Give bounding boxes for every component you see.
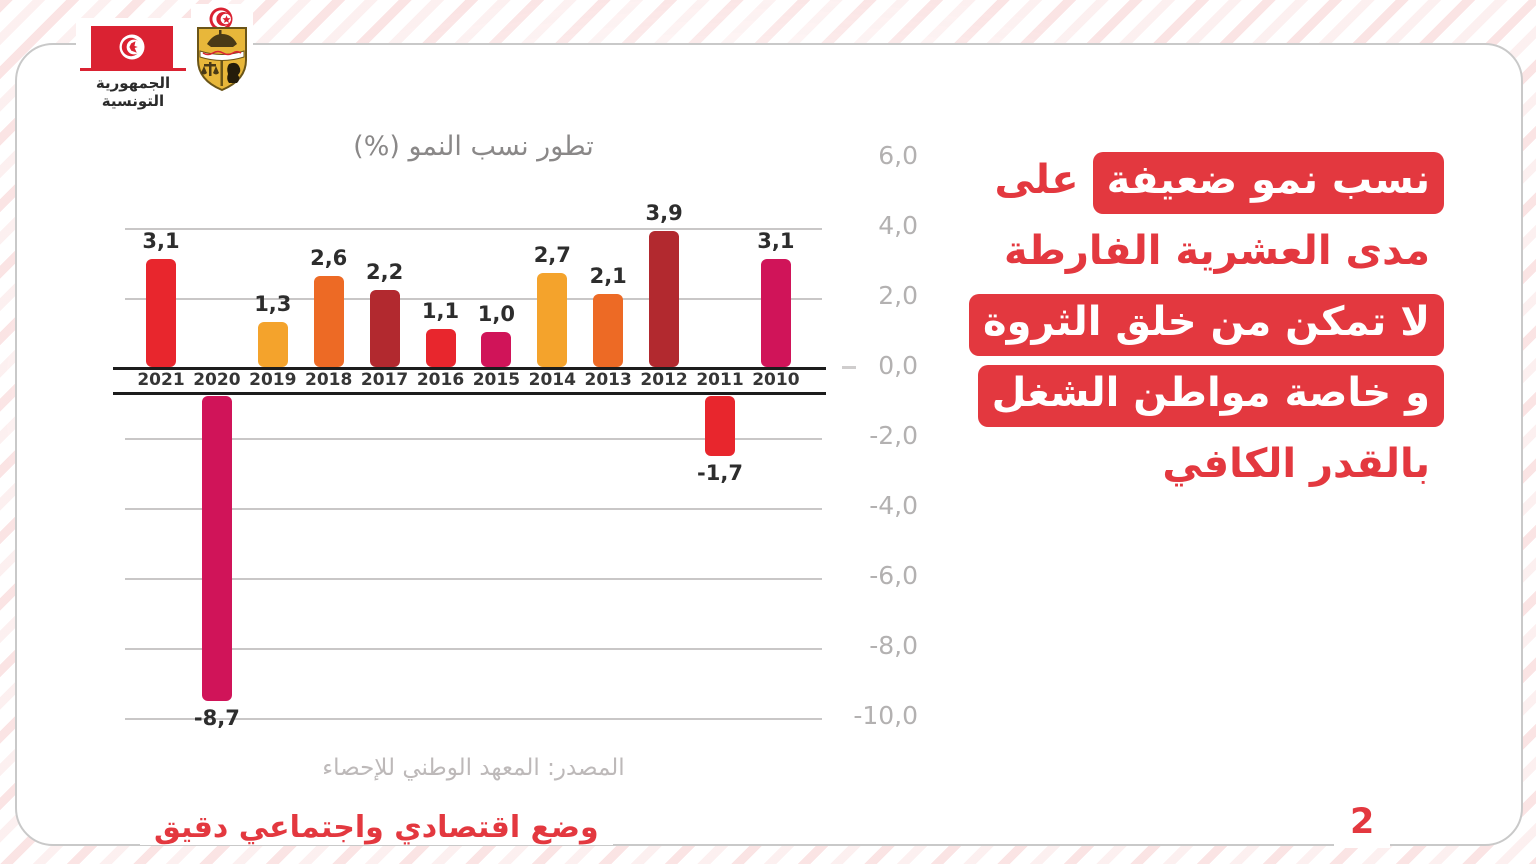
callout-segment-plain: على <box>994 157 1079 203</box>
chart-source: المصدر: المعهد الوطني للإحصاء <box>322 755 625 781</box>
chart-gridline <box>125 578 822 580</box>
bar-value-label: 2,2 <box>365 260 404 284</box>
bar <box>481 332 512 367</box>
callout-segment-highlighted: و خاصة مواطن الشغل <box>977 365 1444 427</box>
x-axis-year-label: 2018 <box>305 370 353 390</box>
bar-value-label: 1,3 <box>254 291 292 316</box>
page-number: 2 <box>1334 800 1391 848</box>
bar <box>593 293 624 367</box>
callout-line: مدى العشرية الفارطة <box>990 223 1444 285</box>
x-axis-year-label: 2010 <box>752 370 800 390</box>
y-axis-tick-label: -4,0 <box>869 491 918 520</box>
bar <box>257 321 288 367</box>
bar <box>201 396 232 701</box>
y-axis-tick-label: 4,0 <box>878 211 918 240</box>
bar-value-label: 2,7 <box>533 242 571 267</box>
callout-segment-plain: بالقدر الكافي <box>1162 441 1430 487</box>
x-axis-year-label: 2020 <box>193 370 241 390</box>
callout-segment-highlighted: نسب نمو ضعيفة <box>1092 152 1444 214</box>
chart-gridline <box>125 508 822 510</box>
bar-value-label: 3,9 <box>645 200 683 225</box>
x-axis-year-label: 2014 <box>528 370 576 390</box>
y-axis-tick-label: -2,0 <box>869 421 918 450</box>
bar <box>369 290 400 367</box>
chart-gridline <box>125 648 822 650</box>
x-axis-year-label: 2012 <box>640 370 688 390</box>
coat-of-arms-block <box>191 4 253 104</box>
x-axis-year-label: 2019 <box>249 370 297 390</box>
bar-value-label: 1,0 <box>477 302 515 326</box>
callout-line: لا تمكن من خلق الثروة <box>969 294 1444 356</box>
x-axis-year-label: 2013 <box>584 370 632 390</box>
x-axis-year-label: 2017 <box>360 370 409 390</box>
callout-line: بالقدر الكافي <box>1148 436 1444 498</box>
callout-line: و خاصة مواطن الشغل <box>977 365 1444 427</box>
x-axis-year-label: 2015 <box>472 370 521 390</box>
chart-title: تطور نسب النمو (%) <box>353 131 594 162</box>
bar <box>705 396 735 456</box>
callout-text-block: نسب نمو ضعيفة على مدى العشرية الفارطة لا تم… <box>969 152 1444 498</box>
bar <box>760 258 791 367</box>
country-label: الجمهورية التونسية <box>95 74 171 110</box>
bar-value-label: 3,1 <box>142 228 180 253</box>
chart-gridline <box>125 438 822 440</box>
bar-value-label: 2,1 <box>589 263 627 288</box>
tunisia-flag-icon <box>91 26 173 68</box>
y-axis-tick-label: 6,0 <box>878 141 918 170</box>
callout-segment-highlighted: لا تمكن من خلق الثروة <box>969 294 1444 356</box>
chart-gridline <box>125 228 822 230</box>
bar <box>649 230 680 367</box>
zero-tick-mark <box>842 366 856 369</box>
bar-value-label: 2,6 <box>310 246 348 270</box>
bar-value-label: -1,7 <box>697 460 743 485</box>
x-axis-year-label: 2021 <box>137 370 185 390</box>
chart-gridline <box>125 718 822 720</box>
x-axis-year-label: 2011 <box>696 370 744 390</box>
bar <box>425 328 456 367</box>
bar <box>313 276 344 367</box>
x-axis-year-label: 2016 <box>416 370 465 390</box>
flag-underline <box>80 68 186 71</box>
y-axis-tick-label: -10,0 <box>853 701 918 730</box>
y-axis-tick-label: -6,0 <box>869 561 918 590</box>
callout-segment-plain: مدى العشرية الفارطة <box>1003 228 1430 274</box>
bar-value-label: 3,1 <box>757 228 795 253</box>
x-axis-zero-line <box>113 367 826 370</box>
y-axis-tick-label: -8,0 <box>869 631 918 660</box>
chart-gridline <box>125 298 822 300</box>
tunisia-flag-block: الجمهورية التونسية <box>76 18 191 110</box>
bar-value-label: 1,1 <box>421 298 460 323</box>
y-axis-tick-label: 2,0 <box>878 281 918 310</box>
y-axis-tick-label: 0,0 <box>878 351 918 380</box>
coat-of-arms-icon <box>197 7 247 92</box>
x-axis-lower-line <box>113 392 826 395</box>
callout-line: نسب نمو ضعيفة على <box>980 152 1444 214</box>
footer-title: وضع اقتصادي واجتماعي دقيق <box>140 810 613 845</box>
bar <box>537 272 568 367</box>
bar-value-label: -8,7 <box>193 705 240 730</box>
bar <box>146 258 176 367</box>
